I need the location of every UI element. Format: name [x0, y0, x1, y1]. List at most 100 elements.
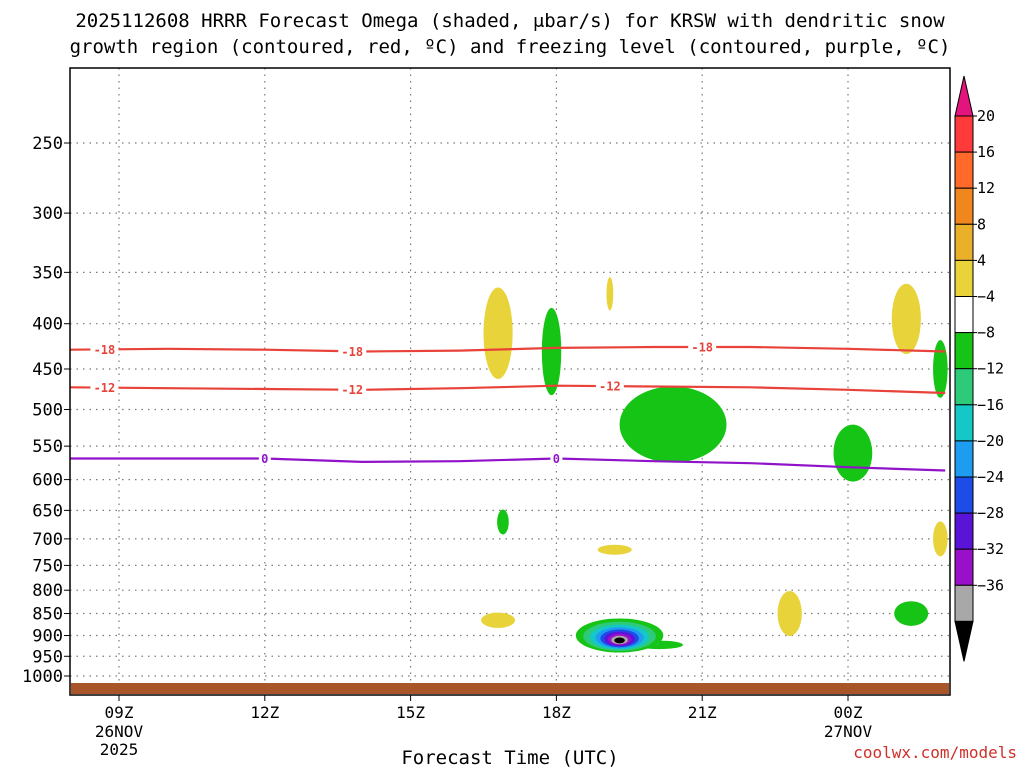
- y-tick-label: 450: [32, 360, 63, 380]
- y-tick-label: 400: [32, 315, 63, 335]
- plot-frame: [69, 67, 951, 696]
- omega-shade-cell: [541, 307, 562, 396]
- contour-label: 0: [553, 452, 560, 466]
- y-tick-label: 1000: [22, 667, 63, 687]
- x-tick-label: 18Z: [542, 703, 571, 722]
- freezing-level-contour: [70, 457, 946, 472]
- colorbar-tick-label: −36: [977, 576, 1004, 594]
- omega-shade-cell: [483, 287, 513, 379]
- plot-area: [70, 68, 950, 695]
- y-tick-label: 900: [32, 626, 63, 646]
- colorbar-swatch: [954, 548, 974, 586]
- temperature-contour: [70, 345, 946, 353]
- omega-shading: [481, 277, 948, 653]
- omega-shade-cell: [933, 521, 948, 557]
- omega-shade-cell: [894, 601, 929, 626]
- colorbar-swatch: [954, 187, 974, 225]
- omega-shade-cell: [481, 612, 516, 628]
- x-tick-label: 12Z: [250, 703, 279, 722]
- x-tick-label: 26NOV: [95, 722, 144, 741]
- colorbar-tick-label: −8: [977, 324, 995, 342]
- omega-shade-cell: [933, 340, 948, 398]
- omega-shade-cell: [619, 386, 727, 463]
- x-tick-label: 15Z: [396, 703, 425, 722]
- contour-label-bg: [90, 380, 119, 395]
- chart-title-line-2: growth region (contoured, red, ºC) and f…: [70, 36, 951, 58]
- surface-terrain-bar: [71, 683, 949, 694]
- contour-label-bg: [338, 344, 367, 359]
- y-tick-label: 650: [32, 501, 63, 521]
- colorbar-bottom-arrow: [954, 620, 974, 662]
- colorbar-swatch: [954, 368, 974, 406]
- x-tick-label: 09Z: [105, 703, 134, 722]
- colorbar-swatch: [954, 404, 974, 442]
- colorbar-swatch: [954, 332, 974, 370]
- y-axis-ticks: 2503003504004505005506006507007508008509…: [22, 134, 70, 687]
- omega-shade-cell: [497, 509, 509, 535]
- contour-label: -12: [341, 383, 363, 397]
- y-tick-label: 750: [32, 556, 63, 576]
- colorbar-tick-label: 12: [977, 179, 995, 197]
- contour-label-bg: [90, 342, 119, 357]
- colorbar-tick-label: 4: [977, 251, 986, 269]
- y-tick-label: 800: [32, 581, 63, 601]
- colorbar-tick-label: −20: [977, 432, 1004, 450]
- omega-shade-cell: [614, 637, 625, 644]
- colorbar-tick-label: −12: [977, 360, 1004, 378]
- y-tick-label: 850: [32, 605, 63, 625]
- y-tick-label: 550: [32, 437, 63, 457]
- contour-label-bg: [338, 382, 367, 397]
- colorbar-tick-label: −28: [977, 504, 1004, 522]
- omega-shade-cell: [597, 544, 632, 555]
- contour-label: -18: [691, 341, 713, 355]
- contour-label: -18: [341, 345, 363, 359]
- contour-label-bg: [258, 451, 271, 466]
- y-tick-label: 500: [32, 401, 63, 421]
- y-tick-label: 250: [32, 134, 63, 154]
- temperature-contour: [70, 384, 946, 395]
- colorbar-tick-label: 20: [977, 107, 995, 125]
- y-tick-label: 350: [32, 263, 63, 283]
- colorbar-tick-label: 8: [977, 215, 986, 233]
- contour-label: -12: [599, 380, 621, 394]
- source-credit: coolwx.com/models: [853, 743, 1017, 762]
- y-tick-label: 300: [32, 204, 63, 224]
- colorbar: 20 16 12 8 4 −4 −8 −12 −16 −20 −24 −28 −32 −36: [954, 75, 1004, 662]
- contour-lines: -18 -18 -18 -12 -12 -12 0 0: [70, 340, 946, 472]
- colorbar-swatch: [954, 584, 974, 622]
- y-tick-label: 700: [32, 530, 63, 550]
- colorbar-tick-label: −4: [977, 288, 995, 306]
- x-tick-label: 00Z: [834, 703, 863, 722]
- contour-label-bg: [550, 451, 563, 466]
- contour-label: -18: [94, 343, 116, 357]
- omega-shade-cell: [833, 424, 873, 482]
- omega-shade-cell: [606, 277, 614, 311]
- contour-label: 0: [261, 452, 268, 466]
- y-tick-label: 950: [32, 647, 63, 667]
- contour-label: -12: [94, 381, 116, 395]
- colorbar-swatch: [954, 476, 974, 514]
- colorbar-tick-label: −24: [977, 468, 1004, 486]
- omega-shade-cell: [891, 283, 921, 355]
- colorbar-swatch: [954, 223, 974, 261]
- contour-label-bg: [595, 379, 624, 394]
- colorbar-swatch: [954, 296, 974, 334]
- x-axis-label: Forecast Time (UTC): [401, 747, 618, 768]
- contour-label-bg: [688, 340, 717, 355]
- x-tick-label: 27NOV: [824, 722, 873, 741]
- x-tick-label: 21Z: [688, 703, 717, 722]
- colorbar-swatch: [954, 151, 974, 189]
- y-tick-label: 600: [32, 471, 63, 491]
- colorbar-swatch: [954, 440, 974, 478]
- x-tick-label: 2025: [100, 740, 139, 759]
- colorbar-tick-label: 16: [977, 143, 995, 161]
- colorbar-tick-label: −16: [977, 396, 1004, 414]
- colorbar-tick-label: −32: [977, 540, 1004, 558]
- colorbar-swatch: [954, 512, 974, 550]
- colorbar-swatch: [954, 259, 974, 297]
- colorbar-swatch: [954, 115, 974, 153]
- omega-shade-cell: [777, 591, 802, 637]
- chart-title-line-1: 2025112608 HRRR Forecast Omega (shaded, …: [75, 10, 945, 32]
